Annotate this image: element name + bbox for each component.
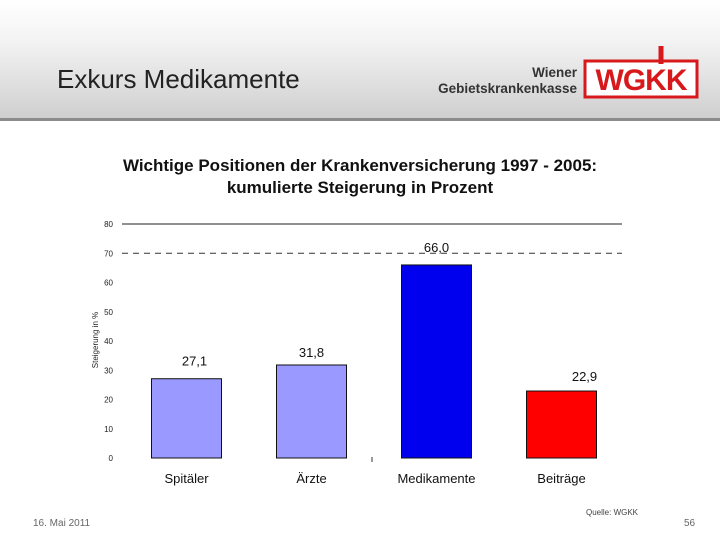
chart-title: Wichtige Positionen der Krankenversicher… — [60, 155, 660, 199]
x-axis-labels: Spitäler Ärzte Medikamente Beiträge — [164, 471, 585, 486]
header-divider — [0, 118, 720, 121]
chart-title-line2: kumulierte Steigerung in Prozent — [226, 178, 494, 197]
y-tick-label: 60 — [104, 279, 113, 288]
value-label: 31,8 — [299, 345, 324, 360]
bar — [276, 364, 347, 459]
x-tick-label: Beiträge — [537, 471, 585, 486]
organization-name-line1: Wiener — [532, 65, 577, 80]
y-tick-label: 70 — [104, 249, 113, 258]
wgkk-logo: WGKK — [583, 46, 699, 99]
value-labels: 27,1 31,8 66,0 22,9 — [182, 240, 597, 384]
bar — [151, 378, 222, 459]
slide-title: Exkurs Medikamente — [57, 64, 300, 94]
y-axis: 0 10 20 30 40 50 60 70 80 — [104, 220, 622, 463]
y-tick-label: 10 — [104, 425, 113, 434]
y-tick-label: 30 — [104, 366, 113, 375]
y-tick-label: 50 — [104, 308, 113, 317]
value-label: 27,1 — [182, 354, 207, 369]
organization-name-line2: Gebietskrankenkasse — [438, 81, 577, 96]
value-label: 66,0 — [424, 240, 449, 255]
y-tick-label: 20 — [104, 396, 113, 405]
value-label: 22,9 — [572, 369, 597, 384]
x-tick-label: Medikamente — [397, 471, 475, 486]
source-note: Quelle: WGKK — [586, 508, 639, 517]
bars — [151, 264, 597, 459]
bar — [401, 264, 472, 459]
page-number: 56 — [684, 518, 696, 529]
y-tick-label: 0 — [109, 454, 114, 463]
y-tick-label: 40 — [104, 337, 113, 346]
y-tick-label: 80 — [104, 220, 113, 229]
x-tick-label: Ärzte — [296, 471, 326, 486]
y-axis-title: Steigerung in % — [91, 312, 100, 368]
bar — [526, 390, 597, 459]
chart-title-line1: Wichtige Positionen der Krankenversicher… — [122, 156, 598, 175]
organization-name: Wiener Gebietskrankenkasse — [432, 65, 577, 97]
slide-date: 16. Mai 2011 — [33, 518, 91, 529]
logo-text: WGKK — [596, 64, 688, 97]
x-tick-label: Spitäler — [164, 471, 209, 486]
